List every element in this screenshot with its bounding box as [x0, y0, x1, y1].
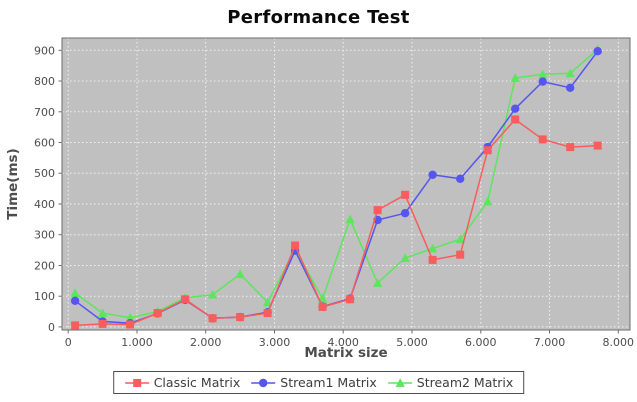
legend-marker-stream1-matrix: [259, 378, 268, 387]
circle-icon: [251, 378, 276, 387]
marker-stream2-matrix: [345, 214, 355, 224]
marker-stream2-matrix: [235, 269, 245, 278]
marker-classic-matrix: [511, 115, 520, 124]
marker-classic-matrix: [181, 295, 190, 304]
marker-stream2-matrix: [483, 196, 493, 206]
marker-classic-matrix: [346, 295, 355, 304]
y-tick-label: 500: [34, 167, 55, 180]
plot-area[interactable]: [62, 38, 630, 330]
marker-stream2-matrix: [538, 69, 548, 79]
legend-label: Stream1 Matrix: [280, 375, 377, 390]
x-tick-label: 6.000: [465, 336, 497, 349]
marker-classic-matrix: [263, 309, 272, 318]
marker-stream1-matrix: [428, 170, 437, 179]
marker-classic-matrix: [538, 135, 547, 144]
triangle-icon: [387, 377, 412, 387]
marker-classic-matrix: [318, 302, 327, 311]
marker-classic-matrix: [291, 241, 300, 250]
chart-title: Performance Test: [227, 7, 410, 28]
legend-marker-stream2-matrix: [395, 377, 405, 387]
y-tick-label: 200: [34, 260, 55, 273]
marker-stream2-matrix: [98, 308, 108, 317]
marker-stream2-matrix: [400, 253, 410, 262]
legend-item-classic-matrix: Classic Matrix: [124, 375, 241, 390]
marker-classic-matrix: [483, 146, 492, 155]
marker-stream2-matrix: [125, 312, 135, 322]
marker-classic-matrix: [126, 320, 135, 329]
x-tick-label: 5.000: [396, 336, 428, 349]
x-tick-label: 2.000: [190, 336, 222, 349]
marker-stream1-matrix: [566, 83, 575, 93]
y-tick-label: 100: [34, 290, 55, 303]
marker-stream2-matrix: [565, 68, 575, 78]
marker-stream2-matrix: [455, 234, 465, 244]
plot-border: [61, 37, 631, 331]
marker-classic-matrix: [593, 141, 602, 150]
marker-classic-matrix: [71, 321, 80, 330]
marker-classic-matrix: [373, 206, 382, 215]
series-line-classic-matrix: [75, 118, 598, 327]
y-tick-label: 400: [34, 198, 55, 211]
x-axis-label: Matrix size: [304, 345, 387, 361]
x-tick-label: 7.000: [534, 336, 566, 349]
marker-stream1-matrix: [400, 209, 410, 218]
marker-stream2-matrix: [208, 289, 218, 299]
marker-classic-matrix: [566, 143, 575, 152]
legend-item-stream2-matrix: Stream2 Matrix: [387, 375, 514, 390]
x-tick-label: 8.000: [603, 336, 635, 349]
y-tick-label: 800: [34, 75, 55, 88]
y-tick-label: 900: [34, 44, 55, 57]
series-line-stream2-matrix: [74, 48, 599, 319]
marker-stream2-matrix: [510, 73, 520, 82]
y-tick-label: 0: [48, 321, 55, 334]
marker-stream1-matrix: [456, 174, 465, 183]
series-classic-matrix: [71, 115, 602, 330]
x-tick-label: 1.000: [121, 336, 153, 349]
legend-marker-classic-matrix: [132, 378, 141, 387]
x-tick-label: 0: [65, 336, 72, 349]
marker-classic-matrix: [428, 255, 437, 264]
y-tick-label: 700: [34, 106, 55, 119]
legend-label: Stream2 Matrix: [416, 375, 514, 390]
marker-stream2-matrix: [428, 243, 438, 253]
marker-stream1-matrix: [538, 77, 547, 86]
y-tick-label: 300: [34, 229, 55, 242]
legend-item-stream1-matrix: Stream1 Matrix: [250, 375, 377, 390]
marker-stream1-matrix: [593, 47, 602, 56]
x-tick-label: 3.000: [259, 336, 291, 349]
marker-classic-matrix: [98, 319, 107, 328]
marker-stream1-matrix: [511, 104, 520, 113]
marker-stream2-matrix: [70, 288, 80, 297]
x-tick-label: 4.000: [327, 336, 359, 349]
marker-classic-matrix: [456, 250, 465, 259]
square-icon: [124, 378, 149, 387]
legend-label: Classic Matrix: [153, 375, 241, 390]
marker-stream1-matrix: [70, 296, 80, 305]
marker-stream2-matrix: [373, 278, 383, 287]
marker-stream2-matrix: [263, 297, 273, 307]
y-axis-label: Time(ms): [5, 148, 21, 220]
marker-classic-matrix: [153, 309, 162, 318]
legend: Classic Matrix Stream1 Matrix Stream2 Matr…: [112, 371, 525, 394]
marker-classic-matrix: [208, 314, 217, 323]
marker-classic-matrix: [236, 313, 245, 322]
marker-classic-matrix: [401, 190, 410, 199]
y-tick-label: 600: [34, 137, 55, 150]
